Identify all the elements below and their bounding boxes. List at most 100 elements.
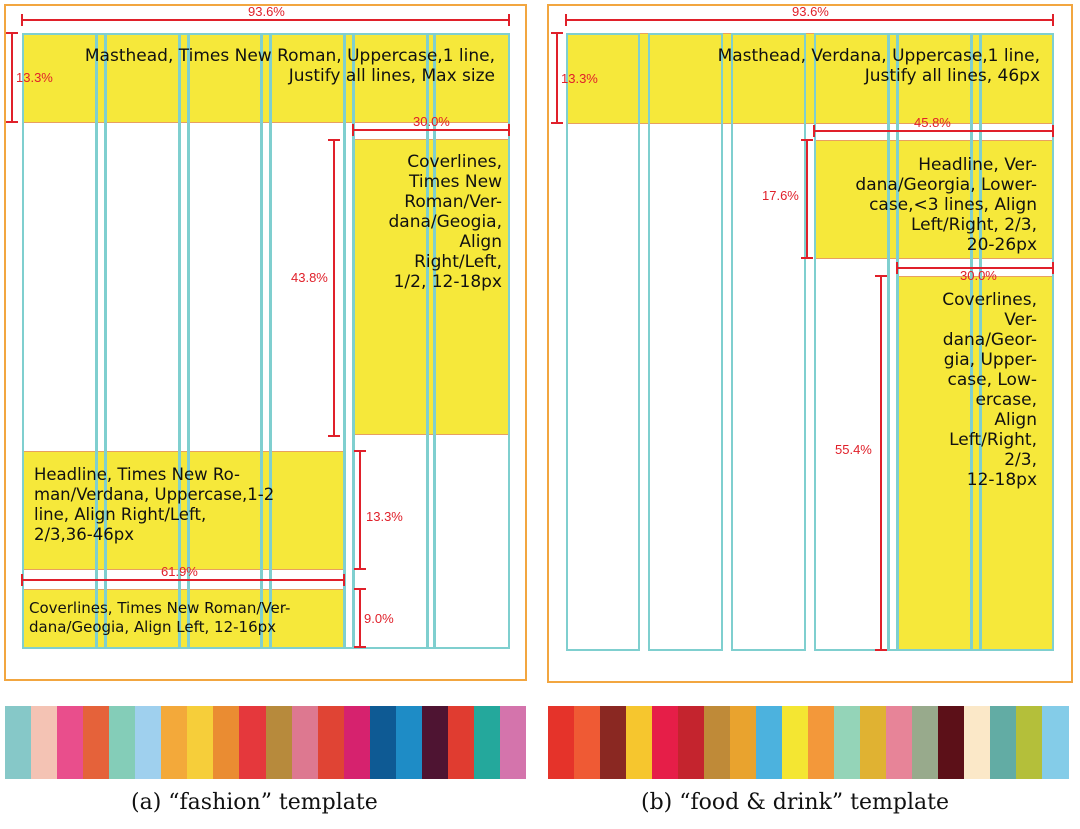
panel-a-color-swatch [343, 706, 371, 779]
panel-a-color-swatch [31, 706, 58, 779]
panel-b-color-swatch [938, 706, 965, 779]
panel-b-width-label: 93.6% [792, 4, 829, 19]
panel-a-color-swatch [499, 706, 527, 779]
panel-a-headline-box [22, 451, 344, 570]
panel-a-bottom-height-tick [354, 646, 366, 648]
panel-a-color-swatch [317, 706, 345, 779]
panel-a-masthead-height-tick [6, 121, 18, 123]
panel-b-color-swatch [678, 706, 705, 779]
panel-a-bottom-width-label: 61.9% [161, 564, 198, 579]
panel-a-headline-height-tick [354, 568, 366, 570]
panel-a-bottom-width-tick [343, 574, 345, 586]
panel-b-width-dimension-line [566, 19, 1054, 21]
panel-a-color-swatch [161, 706, 188, 779]
panel-b-color-swatch [1042, 706, 1069, 779]
panel-b-grid-column [980, 33, 1054, 651]
panel-b-color-swatch [808, 706, 835, 779]
panel-a-grid-column [105, 33, 180, 649]
panel-a-color-swatch [369, 706, 397, 779]
panel-b-color-swatch [912, 706, 939, 779]
panel-a-headline-height-label: 13.3% [366, 509, 403, 524]
panel-a-color-swatch [447, 706, 475, 779]
panel-b-headline-width-tick [1052, 125, 1054, 137]
panel-b-color-swatch [704, 706, 731, 779]
panel-a-coverlines-width-label: 30.0% [413, 114, 450, 129]
panel-a-color-swatch [395, 706, 423, 779]
panel-a-width-dimension-line [22, 19, 510, 21]
panel-a-bottom-width-tick [21, 574, 23, 586]
panel-b-headline-height-tick [801, 139, 813, 141]
panel-b-coverlines-width-label: 30.0% [960, 268, 997, 283]
panel-a-bottom-height-line [359, 589, 361, 648]
panel-b-color-swatch [756, 706, 783, 779]
panel-b-color-swatch [730, 706, 757, 779]
panel-b-color-swatch [548, 706, 575, 779]
panel-a-headline-height-line [359, 451, 361, 570]
panel-b-color-swatch [600, 706, 627, 779]
panel-a-width-dimension-tick [21, 14, 23, 26]
panel-b-headline-width-line [814, 130, 1054, 132]
panel-b-coverlines-width-tick [896, 262, 898, 274]
panel-b-color-swatch [1016, 706, 1043, 779]
panel-a-color-swatch [239, 706, 266, 779]
panel-a-coverlines-text: Coverlines, Times New Roman/Ver- dana/Ge… [388, 152, 503, 292]
panel-a-color-swatch [187, 706, 214, 779]
panel-b-headline-width-label: 45.8% [914, 115, 951, 130]
panel-a-headline-text: Headline, Times New Ro- man/Verdana, Upp… [34, 465, 275, 544]
panel-b-color-swatch [574, 706, 601, 779]
panel-b-color-swatch [964, 706, 991, 779]
panel-b-headline-height-tick [801, 257, 813, 259]
panel-a-coverlines-width-tick [508, 124, 510, 136]
panel-b-headline-text: Headline, Ver- dana/Georgia, Lower- case… [855, 155, 1037, 255]
panel-b-color-swatch [990, 706, 1017, 779]
panel-a-coverlines-height-tick [328, 435, 340, 437]
panel-a-coverlines-box [353, 139, 509, 435]
panel-a-grid-column [188, 33, 262, 649]
panel-b-headline-width-tick [813, 125, 815, 137]
panel-b-masthead-height-tick [551, 32, 563, 34]
panel-b-coverlines-height-label: 55.4% [835, 442, 872, 457]
panel-a-color-swatch [213, 706, 240, 779]
panel-a-color-swatch [421, 706, 449, 779]
panel-a-color-swatch [5, 706, 32, 779]
panel-b-coverlines-width-tick [1052, 262, 1054, 274]
panel-a-coverlines-width-line [353, 129, 510, 131]
panel-a-bottom-height-label: 9.0% [364, 611, 394, 626]
panel-b-coverlines-box [897, 276, 1054, 651]
panel-b-coverlines-height-line [880, 276, 882, 651]
panel-a-bottom-coverlines-text: Coverlines, Times New Roman/Ver- dana/Ge… [29, 599, 291, 636]
panel-a-grid-column [22, 33, 97, 649]
panel-a-coverlines-width-tick [352, 124, 354, 136]
panel-a-color-swatch [473, 706, 501, 779]
panel-a-bottom-height-tick [354, 588, 366, 590]
panel-a-caption: (a) “fashion” template [131, 790, 378, 815]
panel-a-color-swatch [109, 706, 136, 779]
panel-a-bottom-width-line [22, 579, 344, 581]
panel-a-color-swatch [57, 706, 84, 779]
panel-b-masthead-height-label: 13.3% [561, 71, 598, 86]
panel-b-width-dimension-tick [1052, 14, 1054, 26]
panel-b-coverlines-height-tick [875, 649, 887, 651]
panel-b-grid-column [648, 33, 723, 651]
panel-b-masthead-text: Masthead, Verdana, Uppercase,1 line, Jus… [717, 46, 1040, 86]
panel-b-color-swatch [860, 706, 887, 779]
panel-b-masthead-height-tick [551, 122, 563, 124]
panel-a-masthead-height-label: 13.3% [16, 70, 53, 85]
panel-a-coverlines-height-line [333, 140, 335, 436]
panel-a-masthead-height-line [11, 33, 13, 123]
panel-b-coverlines-text: Coverlines, Ver- dana/Geor- gia, Upper- … [942, 290, 1037, 490]
panel-b-color-swatch [652, 706, 679, 779]
panel-a-coverlines-height-label: 43.8% [291, 270, 328, 285]
panel-b-width-dimension-tick [565, 14, 567, 26]
panel-b-color-swatch [626, 706, 653, 779]
panel-a-masthead-height-tick [6, 32, 18, 34]
panel-b-grid-column [566, 33, 640, 651]
panel-a-frame [4, 4, 527, 681]
panel-a-coverlines-height-tick [328, 139, 340, 141]
panel-a-masthead-text: Masthead, Times New Roman, Uppercase,1 l… [84, 46, 495, 86]
panel-a-color-swatch [83, 706, 110, 779]
panel-a-grid-column [434, 33, 510, 649]
panel-b-headline-height-label: 17.6% [762, 188, 799, 203]
panel-b-coverlines-width-line [897, 267, 1054, 269]
panel-b-grid-column [814, 33, 889, 651]
